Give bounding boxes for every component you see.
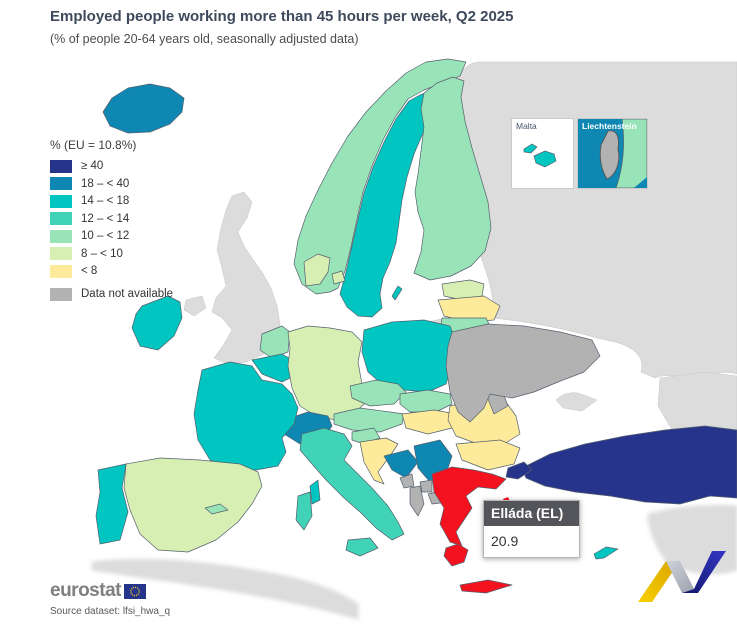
country-austria[interactable] xyxy=(333,407,405,433)
country-italy-sardinia[interactable] xyxy=(295,491,313,531)
country-italy[interactable] xyxy=(299,427,405,541)
country-norway[interactable] xyxy=(293,58,467,295)
country-northern-ireland[interactable] xyxy=(183,295,207,317)
country-montenegro[interactable] xyxy=(399,473,415,489)
legend-label: 14 – < 18 xyxy=(81,195,130,207)
country-hungary[interactable] xyxy=(401,409,457,435)
inset-switzerland-corner xyxy=(634,177,647,188)
tooltip-country-name: Elláda (EL) xyxy=(484,501,579,526)
legend-swatch xyxy=(50,264,72,278)
eu-countries-group xyxy=(95,58,737,594)
country-bulgaria[interactable] xyxy=(455,439,521,471)
legend-label: 10 – < 12 xyxy=(81,230,130,242)
country-turkiye[interactable] xyxy=(521,425,737,505)
tooltip-value: 20.9 xyxy=(484,526,579,557)
country-france-corsica[interactable] xyxy=(309,479,321,505)
legend-item: 14 – < 18 xyxy=(50,194,200,208)
country-liechtenstein[interactable] xyxy=(599,130,620,180)
legend-item: 18 – < 40 xyxy=(50,177,200,191)
inset-malta: Malta xyxy=(511,118,574,189)
country-greece-crete[interactable] xyxy=(459,579,513,594)
legend-swatch xyxy=(50,159,72,173)
legend-swatch-no-data xyxy=(50,287,72,301)
country-united-kingdom[interactable] xyxy=(211,191,281,365)
country-middle-east xyxy=(647,505,737,575)
page-title: Employed people working more than 45 hou… xyxy=(50,8,514,25)
legend-swatch xyxy=(50,229,72,243)
legend-label: 18 – < 40 xyxy=(81,177,130,190)
eu-flag-icon xyxy=(123,583,146,599)
legend-swatch xyxy=(50,177,72,190)
country-iceland[interactable] xyxy=(102,83,185,134)
legend-label-no-data: Data not available xyxy=(81,288,174,300)
country-albania[interactable] xyxy=(409,485,425,517)
legend-item: 8 – < 10 xyxy=(50,247,200,261)
inset-malta-label: Malta xyxy=(516,121,537,131)
country-finland[interactable] xyxy=(413,76,492,281)
map-legend: % (EU = 10.8%) ≥ 40 18 – < 40 14 – < 18 12 … xyxy=(50,138,200,305)
legend-item: ≥ 40 xyxy=(50,159,200,173)
country-denmark-zealand[interactable] xyxy=(331,270,346,285)
legend-item-no-data: Data not available xyxy=(50,287,200,301)
country-greece[interactable] xyxy=(431,466,507,547)
country-portugal[interactable] xyxy=(95,463,129,545)
map-header: Employed people working more than 45 hou… xyxy=(50,8,710,46)
watermark-blue-stroke xyxy=(682,551,726,593)
country-croatia[interactable] xyxy=(359,437,399,485)
legend-item: 12 – < 14 xyxy=(50,212,200,226)
country-crimea xyxy=(555,392,598,412)
country-north-africa xyxy=(91,559,359,620)
legend-item: 10 – < 12 xyxy=(50,229,200,243)
country-sweden-gotland[interactable] xyxy=(391,285,403,301)
footer: eurostat Source dataset: lfsi_hwa_q xyxy=(50,580,310,617)
inset-liechtenstein-label: Liechtenstein xyxy=(582,121,637,131)
inset-malta-map xyxy=(523,143,557,168)
watermark-silver-stroke xyxy=(666,561,694,593)
country-spain-balearics[interactable] xyxy=(204,503,229,515)
country-ireland[interactable] xyxy=(131,295,183,351)
country-greece-peloponnese[interactable] xyxy=(443,543,469,567)
country-malta-main[interactable] xyxy=(533,150,557,168)
legend-item: < 8 xyxy=(50,264,200,278)
country-denmark[interactable] xyxy=(303,253,331,287)
country-latvia[interactable] xyxy=(437,295,501,323)
eurostat-logo: eurostat xyxy=(50,580,310,602)
country-kosovo[interactable] xyxy=(419,479,433,493)
legend-label: ≥ 40 xyxy=(81,160,104,172)
inset-liechtenstein-map xyxy=(578,119,647,188)
country-spain[interactable] xyxy=(123,457,263,553)
legend-label: 12 – < 14 xyxy=(81,212,130,225)
country-france[interactable] xyxy=(193,361,299,471)
source-dataset-text: Source dataset: lfsi_hwa_q xyxy=(50,606,171,617)
country-bosnia[interactable] xyxy=(383,449,419,479)
legend-title: % (EU = 10.8%) xyxy=(50,138,137,152)
country-cyprus[interactable] xyxy=(593,546,619,560)
legend-swatch xyxy=(50,212,72,225)
eurostat-logo-text: eurostat xyxy=(50,580,121,601)
country-germany[interactable] xyxy=(287,325,367,421)
legend-label: < 8 xyxy=(81,265,98,277)
country-turkiye-thrace[interactable] xyxy=(505,461,533,480)
country-netherlands[interactable] xyxy=(259,325,291,359)
watermark-logo xyxy=(638,551,726,602)
legend-swatch xyxy=(50,247,72,260)
legend-label: 8 – < 10 xyxy=(81,247,123,260)
watermark-yellow-stroke xyxy=(638,561,680,602)
map-tooltip: Elláda (EL) 20.9 xyxy=(483,500,580,558)
page-subtitle: (% of people 20-64 years old, seasonally… xyxy=(50,31,359,46)
country-slovakia[interactable] xyxy=(399,389,453,413)
country-ukraine[interactable] xyxy=(445,323,601,423)
inset-liechtenstein: Liechtenstein xyxy=(577,118,648,189)
legend-items: ≥ 40 18 – < 40 14 – < 18 12 – < 14 10 – < 12… xyxy=(50,159,200,278)
country-poland[interactable] xyxy=(361,319,457,393)
legend-swatch xyxy=(50,194,72,208)
country-italy-sicily[interactable] xyxy=(345,537,379,557)
country-malta-gozo[interactable] xyxy=(523,143,538,154)
